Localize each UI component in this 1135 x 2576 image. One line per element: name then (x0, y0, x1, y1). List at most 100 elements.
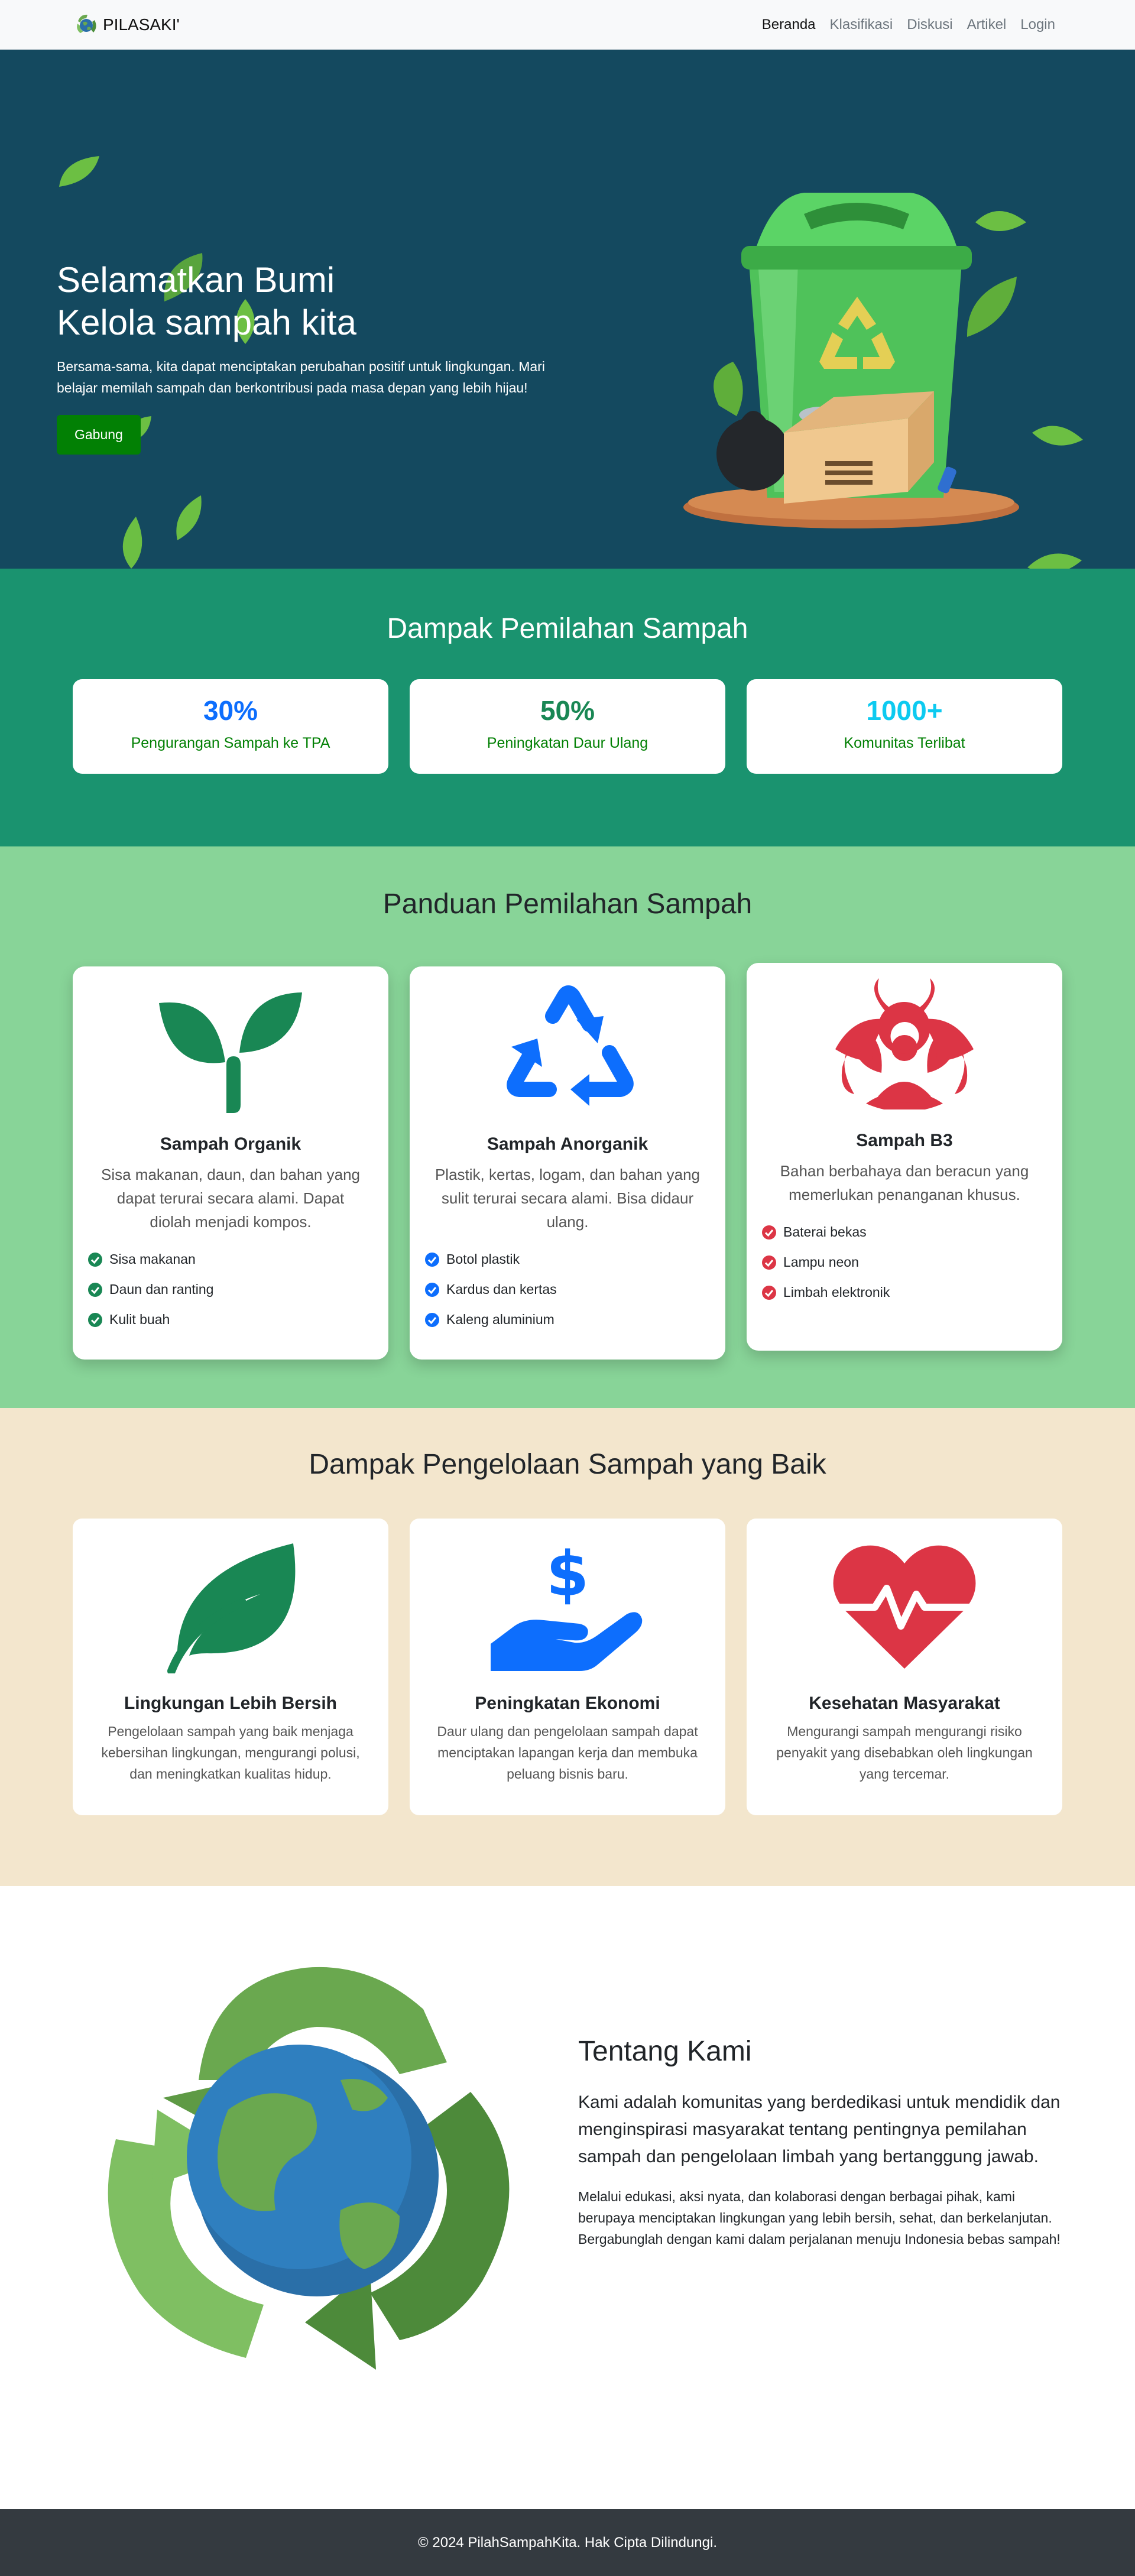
nav-link-diskusi[interactable]: Diskusi (907, 16, 953, 33)
benefit-card: Lingkungan Lebih Bersih Pengelolaan samp… (73, 1519, 388, 1815)
hero-title-line2: Kelola sampah kita (57, 303, 356, 342)
sprout-icon (159, 992, 302, 1113)
hero-subtitle: Bersama-sama, kita dapat menciptakan per… (57, 359, 545, 395)
list-item-label: Daun dan ranting (109, 1281, 214, 1297)
nav-link-klasifikasi[interactable]: Klasifikasi (829, 16, 893, 33)
guide-card-title: Sampah Anorganik (487, 1134, 648, 1154)
leaf-icon (167, 1543, 296, 1673)
brand[interactable]: PILASAKI' (73, 12, 180, 38)
list-item-label: Kulit buah (109, 1312, 170, 1327)
stat-label: Peningkatan Daur Ulang (487, 735, 648, 751)
benefits-row: Lingkungan Lebih Bersih Pengelolaan samp… (0, 1519, 1135, 1815)
hero-section: Selamatkan Bumi Kelola sampah kita Bersa… (0, 50, 1135, 569)
benefit-desc: Pengelolaan sampah yang baik menjaga keb… (101, 1724, 360, 1782)
list-item-label: Lampu neon (783, 1254, 859, 1270)
benefit-title: Kesehatan Masyarakat (809, 1693, 1000, 1713)
list-item: Limbah elektronik (762, 1284, 1048, 1300)
benefit-desc: Daur ulang dan pengelolaan sampah dapat … (437, 1724, 698, 1782)
guide-title: Panduan Pemilahan Sampah (382, 888, 753, 920)
list-item-label: Limbah elektronik (783, 1284, 890, 1300)
about-section: Tentang Kami Kami adalah komunitas yang … (0, 1886, 1135, 2509)
globe-recycle-illustration-icon (108, 1967, 510, 2370)
list-item: Kardus dan kertas (425, 1281, 711, 1297)
check-circle-icon (762, 1225, 776, 1240)
check-circle-icon (88, 1282, 102, 1297)
leaf-icon (122, 517, 142, 569)
footer: © 2024 PilahSampahKita. Hak Cipta Dilind… (0, 2509, 1135, 2576)
leaf-icon (236, 299, 255, 344)
stat-card: 30% Pengurangan Sampah ke TPA (73, 679, 388, 774)
benefits-title: Dampak Pengelolaan Sampah yang Baik (309, 1449, 826, 1480)
list-item: Sisa makanan (88, 1251, 374, 1267)
stats-title: Dampak Pemilahan Sampah (387, 613, 748, 644)
join-button[interactable]: Gabung (57, 415, 141, 455)
impact-stats-section: Dampak Pemilahan Sampah 30% Pengurangan … (0, 569, 1135, 846)
check-circle-icon (88, 1252, 102, 1267)
check-circle-icon (88, 1312, 102, 1327)
guide-card-organik: Sampah Organik Sisa makanan, daun, dan b… (73, 966, 388, 1360)
guide-card-anorganik: Sampah Anorganik Plastik, kertas, logam,… (410, 966, 725, 1360)
check-circle-icon (425, 1312, 439, 1327)
guide-item-list: Botol plastik Kardus dan kertas Kaleng a… (424, 1251, 711, 1328)
check-circle-icon (425, 1282, 439, 1297)
list-item-label: Kaleng aluminium (446, 1312, 554, 1327)
globe-recycle-logo-icon (77, 14, 96, 33)
biohazard-icon (835, 978, 974, 1109)
list-item: Daun dan ranting (88, 1281, 374, 1297)
stat-value: 50% (540, 695, 595, 726)
stat-value: 1000+ (866, 695, 943, 726)
stat-label: Komunitas Terlibat (844, 735, 965, 751)
about-lead: Kami adalah komunitas yang berdedikasi u… (578, 2092, 1061, 2166)
heart-pulse-icon (833, 1545, 976, 1669)
list-item-label: Botol plastik (446, 1251, 520, 1267)
guide-card-title: Sampah Organik (160, 1134, 301, 1154)
stat-label: Pengurangan Sampah ke TPA (131, 735, 330, 751)
leaf-icon (1032, 426, 1083, 446)
benefit-title: Lingkungan Lebih Bersih (124, 1693, 337, 1713)
stat-card: 1000+ Komunitas Terlibat (747, 679, 1062, 774)
list-item-label: Kardus dan kertas (446, 1281, 557, 1297)
list-item-label: Sisa makanan (109, 1251, 196, 1267)
list-item: Lampu neon (762, 1254, 1048, 1270)
nav-link-login[interactable]: Login (1020, 16, 1055, 33)
guide-card-desc: Bahan berbahaya dan beracun yang memerlu… (780, 1162, 1029, 1203)
recycle-icon (507, 985, 634, 1106)
trash-bin-illustration-icon (683, 193, 1019, 528)
check-circle-icon (762, 1255, 776, 1270)
guide-card-desc: Sisa makanan, daun, dan bahan yang dapat… (100, 1166, 360, 1231)
leaf-icon (1027, 553, 1082, 569)
stat-value: 30% (203, 695, 258, 726)
guide-card-b3: Sampah B3 Bahan berbahaya dan beracun ya… (747, 963, 1062, 1351)
check-circle-icon (762, 1285, 776, 1300)
guide-card-title: Sampah B3 (856, 1131, 953, 1150)
guide-item-list: Sisa makanan Daun dan ranting Kulit buah (87, 1251, 374, 1328)
footer-copyright: © 2024 PilahSampahKita. Hak Cipta Dilind… (418, 2534, 717, 2551)
sorting-guide-section: Panduan Pemilahan Sampah Sampah Organik … (0, 846, 1135, 1408)
leaf-icon (975, 211, 1026, 231)
svg-text:$: $ (546, 1538, 589, 1610)
stats-row: 30% Pengurangan Sampah ke TPA 50% Pening… (0, 679, 1135, 774)
benefit-title: Peningkatan Ekonomi (475, 1693, 660, 1713)
list-item: Baterai bekas (762, 1224, 1048, 1240)
about-title: Tentang Kami (578, 2036, 752, 2067)
guide-item-list: Baterai bekas Lampu neon Limbah elektron… (761, 1224, 1048, 1300)
hero-title: Selamatkan Bumi Kelola sampah kita (57, 259, 589, 344)
hand-dollar-icon: $ (491, 1538, 643, 1671)
nav-link-beranda[interactable]: Beranda (761, 16, 816, 33)
navbar: PILASAKI' Beranda Klasifikasi Diskusi Ar… (0, 0, 1135, 50)
brand-name: PILASAKI' (103, 15, 180, 34)
benefit-card: $ Peningkatan Ekonomi Daur ulang dan pen… (410, 1519, 725, 1815)
list-item: Kaleng aluminium (425, 1312, 711, 1328)
leaf-icon (176, 495, 202, 540)
benefit-card: Kesehatan Masyarakat Mengurangi sampah m… (747, 1519, 1062, 1815)
nav-link-artikel[interactable]: Artikel (967, 16, 1007, 33)
benefits-section: Dampak Pengelolaan Sampah yang Baik Ling… (0, 1408, 1135, 1886)
nav-links: Beranda Klasifikasi Diskusi Artikel Logi… (762, 17, 1055, 33)
about-body: Melalui edukasi, aksi nyata, dan kolabor… (578, 2189, 1061, 2247)
leaf-icon (164, 253, 203, 301)
leaf-icon (967, 277, 1017, 337)
hero-content: Selamatkan Bumi Kelola sampah kita Bersa… (57, 259, 589, 455)
stat-card: 50% Peningkatan Daur Ulang (410, 679, 725, 774)
guide-row: Sampah Organik Sisa makanan, daun, dan b… (0, 963, 1135, 1360)
hero-title-line1: Selamatkan Bumi (57, 260, 335, 300)
